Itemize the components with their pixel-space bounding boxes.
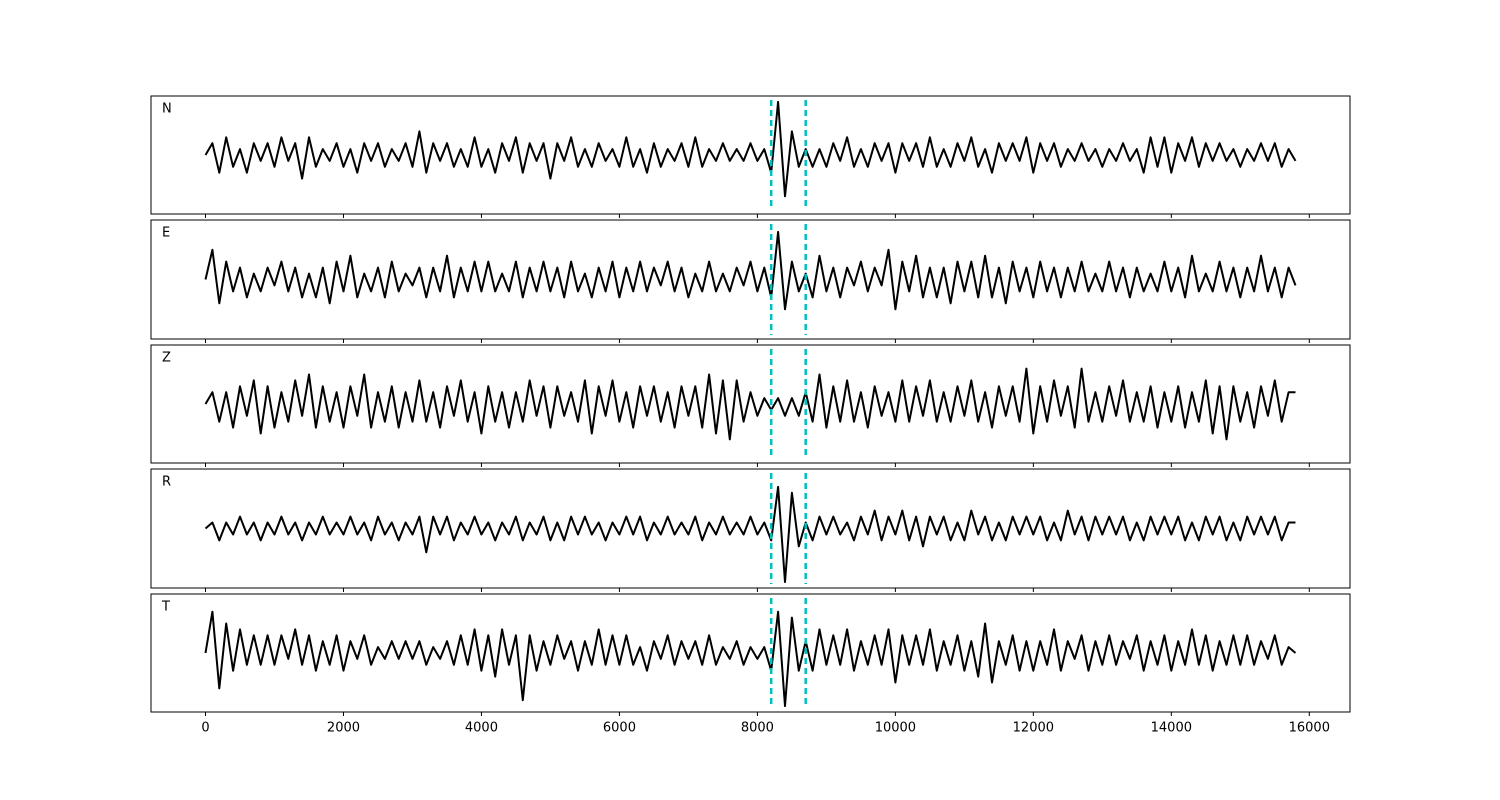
panel-label: R (162, 475, 171, 490)
trace (204, 100, 1297, 198)
x-tick-label: 0 (201, 721, 209, 736)
panel-frame (150, 95, 1351, 215)
x-tick-label: 14000 (1151, 721, 1192, 736)
x-tick-label: 4000 (465, 721, 498, 736)
panel-frame (150, 344, 1351, 464)
trace (204, 610, 1297, 708)
x-tick-label: 6000 (603, 721, 636, 736)
x-tick-label: 12000 (1013, 721, 1054, 736)
panel-frame (150, 468, 1351, 589)
panel-label: T (161, 600, 170, 615)
x-tick-label: 8000 (741, 721, 774, 736)
x-tick-label: 10000 (875, 721, 916, 736)
panel-frame (150, 219, 1351, 340)
x-tick-label: 2000 (327, 721, 360, 736)
panel-label: E (162, 226, 170, 241)
trace (204, 230, 1297, 311)
panel-label: Z (162, 351, 171, 366)
panel-frame (150, 593, 1351, 713)
x-tick-label: 16000 (1289, 721, 1330, 736)
trace (204, 367, 1296, 441)
trace (204, 485, 1296, 583)
panel-label: N (162, 102, 172, 117)
